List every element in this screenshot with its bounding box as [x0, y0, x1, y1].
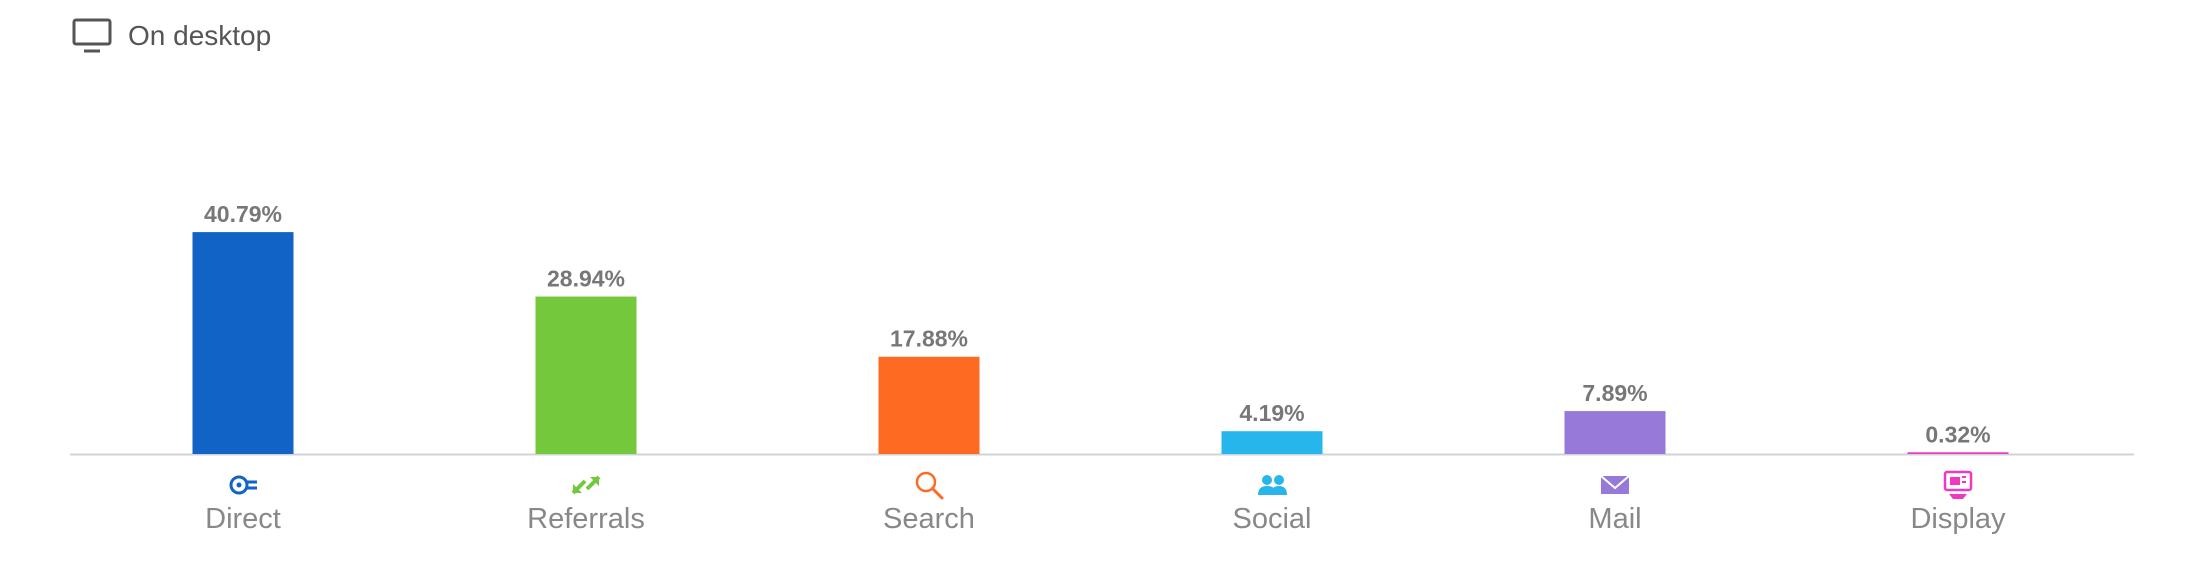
bar-search[interactable]: [878, 356, 980, 454]
mail-icon: [1600, 475, 1630, 494]
category-label-mail: Mail: [1588, 503, 1641, 535]
bar-mail[interactable]: [1564, 411, 1666, 454]
direct-icon: [229, 475, 257, 495]
display-icon: [1943, 470, 1973, 499]
social-icon: [1258, 475, 1287, 495]
bar-referrals[interactable]: [535, 296, 637, 454]
category-label-social: Social: [1233, 503, 1312, 535]
chart-header: On desktop: [72, 14, 271, 58]
value-label-social: 4.19%: [1239, 400, 1304, 426]
category-label-display: Display: [1910, 503, 2006, 535]
value-label-mail: 7.89%: [1582, 380, 1647, 406]
category-label-search: Search: [883, 503, 975, 535]
referrals-icon: [571, 475, 601, 495]
value-label-search: 17.88%: [890, 326, 968, 352]
value-label-direct: 40.79%: [204, 201, 282, 227]
value-label-referrals: 28.94%: [547, 266, 625, 292]
category-label-direct: Direct: [205, 503, 281, 535]
value-label-display: 0.32%: [1925, 421, 1990, 447]
chart-title: On desktop: [128, 20, 272, 51]
search-icon: [915, 471, 944, 500]
bar-direct[interactable]: [192, 232, 294, 454]
bar-display[interactable]: [1907, 452, 2009, 454]
bar-social[interactable]: [1221, 431, 1323, 454]
category-label-referrals: Referrals: [527, 503, 645, 535]
monitor-icon: [72, 18, 112, 53]
